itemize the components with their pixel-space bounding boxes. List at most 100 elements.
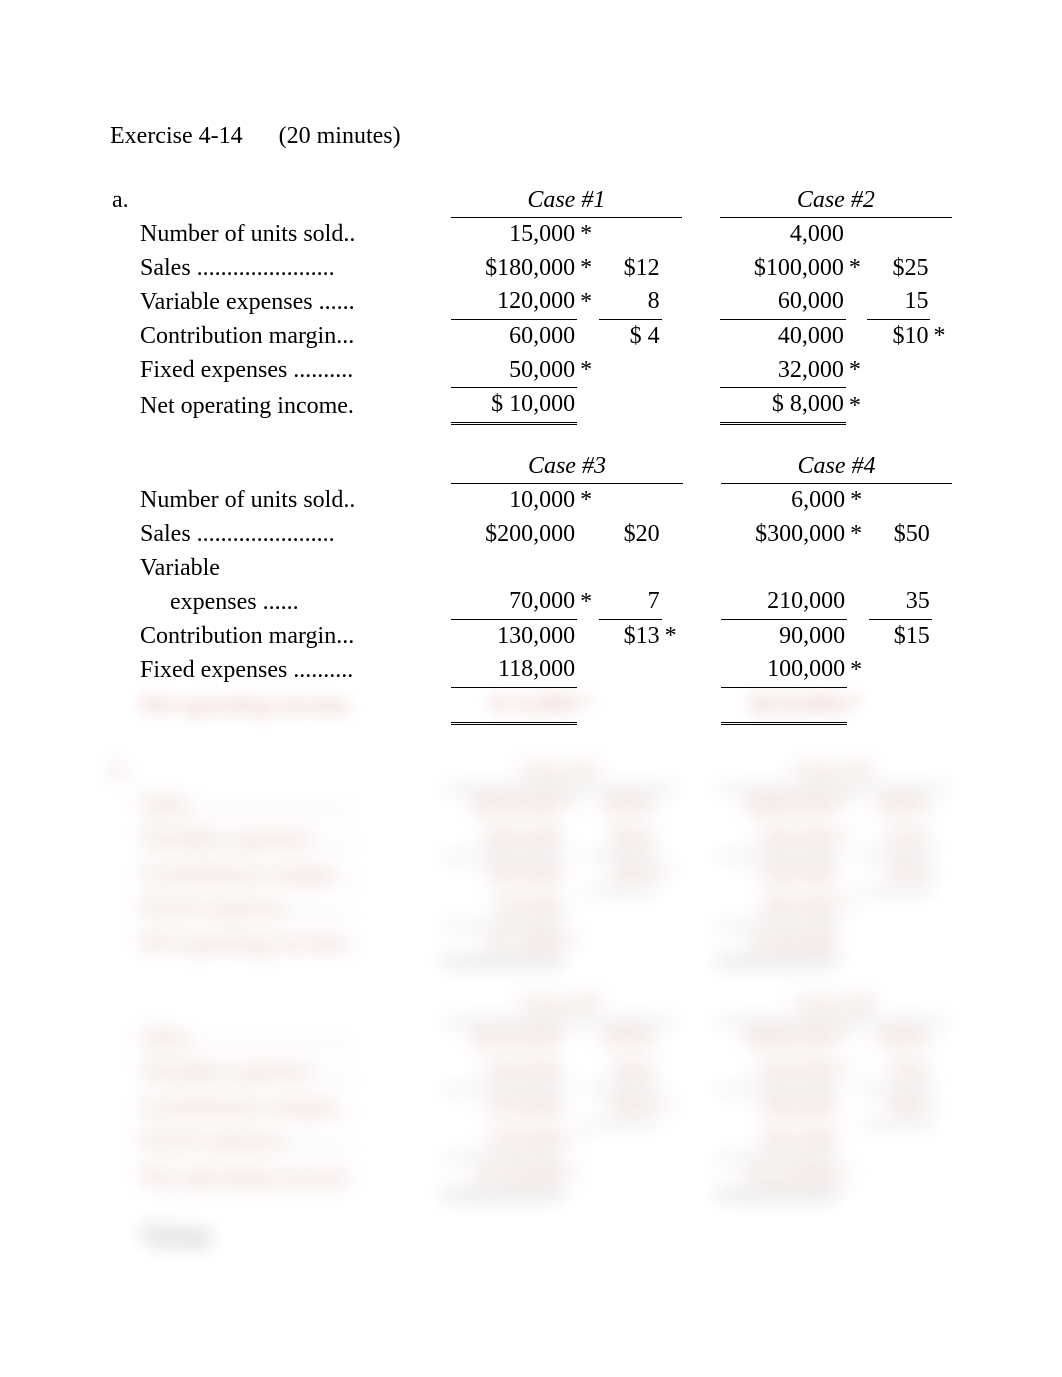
cell: $12: [599, 252, 662, 286]
row-label: Number of units sold..: [110, 484, 451, 518]
cell: $ 12,000: [451, 687, 577, 723]
part-a-table2: Case #3 Case #4 Number of units sold.. 1…: [110, 450, 952, 725]
cell: $10: [867, 319, 930, 353]
cell: 15,000: [451, 218, 577, 252]
cell: 40,000: [720, 319, 846, 353]
row-label: Contribution margin...: [110, 319, 451, 353]
cell: *: [847, 653, 868, 687]
table-row: Contribution margin... 60,000 $ 4 40,000…: [110, 319, 952, 353]
table-row: Variable expenses ...... 100,000 40% 420…: [110, 1056, 952, 1090]
row-label: Number of units sold..: [110, 218, 451, 252]
cell: 15: [867, 285, 930, 319]
cell: *: [847, 687, 868, 723]
cell: $(10,000): [721, 687, 847, 723]
cell: *: [577, 484, 598, 518]
table-row: Variable: [110, 552, 952, 586]
table-row: Fixed expenses .......... 93,000 100,000…: [110, 891, 952, 925]
given-note: *Given: [110, 1221, 952, 1255]
cell: 50,000: [451, 354, 577, 388]
part-b-label: b.: [112, 758, 130, 784]
row-label: Variable expenses ......: [110, 285, 451, 319]
cell: 130,000: [451, 619, 577, 653]
exercise-number: Exercise 4-14: [110, 123, 243, 149]
cell: 35: [869, 585, 932, 619]
row-label: Sales .......................: [110, 518, 451, 552]
cell: *: [577, 354, 598, 388]
table-row: Contribution margin ... 100,000 20% * 14…: [110, 857, 952, 892]
cell: 70,000: [451, 585, 577, 619]
row-label: Net operating income.: [110, 687, 451, 723]
part-b-table1: b. Case #1 Case #2 Sales ...............…: [110, 755, 952, 963]
cell: $15: [869, 619, 932, 653]
cell: 32,000: [720, 354, 846, 388]
cell: $25: [867, 252, 930, 286]
cell: *: [662, 619, 683, 653]
case4-header: Case #4: [721, 450, 952, 484]
cell: $ 4: [599, 319, 662, 353]
table-row: Net operating income. $ 20,000 * $ (5,00…: [110, 1159, 952, 1195]
row-label: Sales .......................: [110, 252, 451, 286]
exercise-title: Exercise 4-14 (20 minutes): [110, 120, 952, 154]
cell: *: [577, 218, 598, 252]
table-row: Variable expenses ...... 400,000 80% 260…: [110, 823, 952, 857]
cell: 60,000: [720, 285, 846, 319]
table-row: Contribution margin... 130,000 $13 * 90,…: [110, 619, 952, 653]
table-row: Number of units sold.. 10,000 * 6,000 *: [110, 484, 952, 518]
table-row: Variable expenses ...... 120,000 * 8 60,…: [110, 285, 952, 319]
case2-header: Case #2: [720, 184, 952, 218]
cell: *: [846, 388, 867, 424]
table-row: Number of units sold.. 15,000 * 4,000: [110, 218, 952, 252]
cell: 60,000: [451, 319, 577, 353]
cell: *: [847, 484, 868, 518]
cell: $300,000: [721, 518, 847, 552]
table-row: Fixed expenses .......... 118,000 100,00…: [110, 653, 952, 687]
cell: *: [930, 319, 952, 353]
case1-header-b: Case #1: [441, 755, 679, 789]
cell: $20: [599, 518, 662, 552]
row-label: expenses ......: [110, 585, 451, 619]
cell: 10,000: [451, 484, 577, 518]
part-b: b. Case #1 Case #2 Sales ...............…: [110, 755, 952, 1255]
table-row: expenses ...... 70,000 * 7 210,000 35: [110, 585, 952, 619]
table-row: Net operating income. $ 7,000 * $ 40,000: [110, 925, 952, 961]
table-row: Contribution margin... 150,000 60% * 180…: [110, 1090, 952, 1125]
cell: 6,000: [721, 484, 847, 518]
row-label: Variable: [110, 552, 451, 586]
table-row: Fixed expenses .......... 50,000 * 32,00…: [110, 354, 952, 388]
part-a-label: a.: [112, 187, 129, 213]
table-row: Net operating income. $ 12,000 * $(10,00…: [110, 687, 952, 723]
case1-header: Case #1: [451, 184, 682, 218]
case2-header-b: Case #2: [715, 755, 952, 789]
table-row: Sales .......................... $500,00…: [110, 789, 952, 823]
cell: *: [846, 252, 867, 286]
cell: *: [846, 354, 867, 388]
row-label: Net operating income.: [110, 388, 451, 424]
cell: *: [847, 518, 868, 552]
table-row: Sales ....................... $180,000 *…: [110, 252, 952, 286]
cell: *: [577, 252, 598, 286]
part-a: a. Case #1 Case #2 Number of units sold.…: [110, 184, 952, 725]
cell: 8: [599, 285, 662, 319]
cell: $50: [869, 518, 932, 552]
cell: *: [577, 687, 598, 723]
cell: $200,000: [451, 518, 577, 552]
cell: *: [577, 285, 598, 319]
cell: 100,000: [721, 653, 847, 687]
row-label: Fixed expenses ..........: [110, 354, 451, 388]
cell: $180,000: [451, 252, 577, 286]
cell: *: [577, 585, 598, 619]
cell: 210,000: [721, 585, 847, 619]
case3-header: Case #3: [451, 450, 683, 484]
row-label: Fixed expenses ..........: [110, 653, 451, 687]
cell: 90,000: [721, 619, 847, 653]
part-a-table1: a. Case #1 Case #2 Number of units sold.…: [110, 184, 952, 425]
row-label: Contribution margin...: [110, 619, 451, 653]
cell: $ 8,000: [720, 388, 846, 424]
cell: 7: [599, 585, 662, 619]
table-row: Net operating income. $ 10,000 $ 8,000 *: [110, 388, 952, 424]
exercise-duration: (20 minutes): [279, 123, 401, 149]
table-row: Fixed expenses .......... 130,000 * 185,…: [110, 1124, 952, 1158]
part-b-table2: Case #3 Case #4 Sales ..................…: [110, 988, 952, 1196]
cell: $ 10,000: [451, 388, 577, 424]
cell: $100,000: [720, 252, 846, 286]
